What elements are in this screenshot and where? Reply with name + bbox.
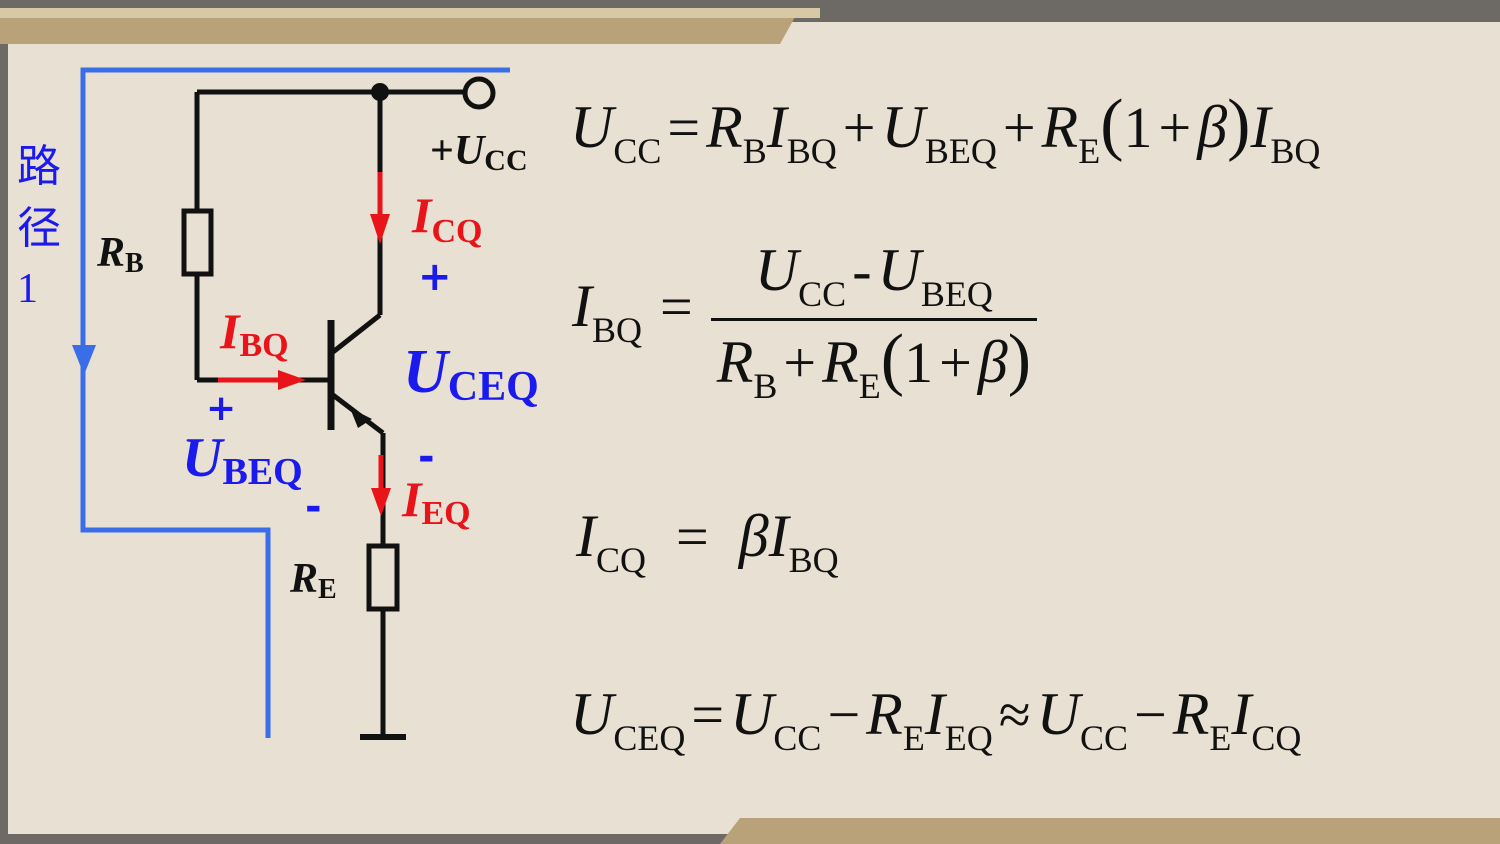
equation-ucc-loop: UCC = RBIBQ + UBEQ + RE(1 + β)IBQ [570, 86, 1321, 172]
resistor-re [366, 543, 400, 612]
slide-background [8, 22, 1500, 834]
path-label-char-3: 1 [17, 266, 38, 312]
ibq-label: IBQ [219, 303, 289, 364]
eq1-ucc: U [570, 94, 614, 160]
icq-arrow [370, 172, 390, 244]
uceq-plus: + [418, 254, 452, 300]
equation-ibq: IBQ = UCC - UBEQ RB + RE(1 + β) [572, 240, 1037, 404]
fraction-numerator: UCC - UBEQ [710, 240, 1037, 322]
junction-dot [371, 83, 389, 101]
equation-icq: ICQ = βIBQ [576, 503, 839, 581]
ubeq-plus: + [206, 388, 236, 429]
rb-label: RB [96, 230, 144, 279]
ieq-label: IEQ [401, 471, 471, 532]
resistor-rb [181, 208, 214, 277]
emitter-arrow [350, 408, 372, 428]
path-1-line [80, 67, 510, 738]
ibq-fraction: UCC - UBEQ RB + RE(1 + β) [710, 240, 1037, 407]
uceq-label: UCEQ [403, 338, 539, 410]
ucc-terminal [462, 76, 496, 110]
bottom-gold-band [720, 818, 1500, 844]
path-1-label: 路 径 [17, 141, 61, 254]
fraction-denominator: RB + RE(1 + β) [716, 321, 1031, 407]
ibq-arrow [218, 370, 306, 390]
path-label-char-1: 路 [17, 141, 61, 192]
icq-label: ICQ [411, 187, 482, 250]
ucc-label: +UCC [430, 128, 528, 177]
path-label-char-2: 径 [17, 203, 61, 254]
equation-uceq: UCEQ = UCC − REIEQ ≈ UCC − REICQ [570, 681, 1302, 759]
uceq-minus: - [418, 434, 435, 480]
ubeq-label: UBEQ [182, 427, 303, 493]
re-label: RE [289, 556, 337, 605]
ieq-arrow [371, 455, 391, 516]
ubeq-minus: - [305, 484, 322, 530]
path-1-arrow [72, 345, 96, 375]
top-gold-highlight [0, 8, 820, 18]
